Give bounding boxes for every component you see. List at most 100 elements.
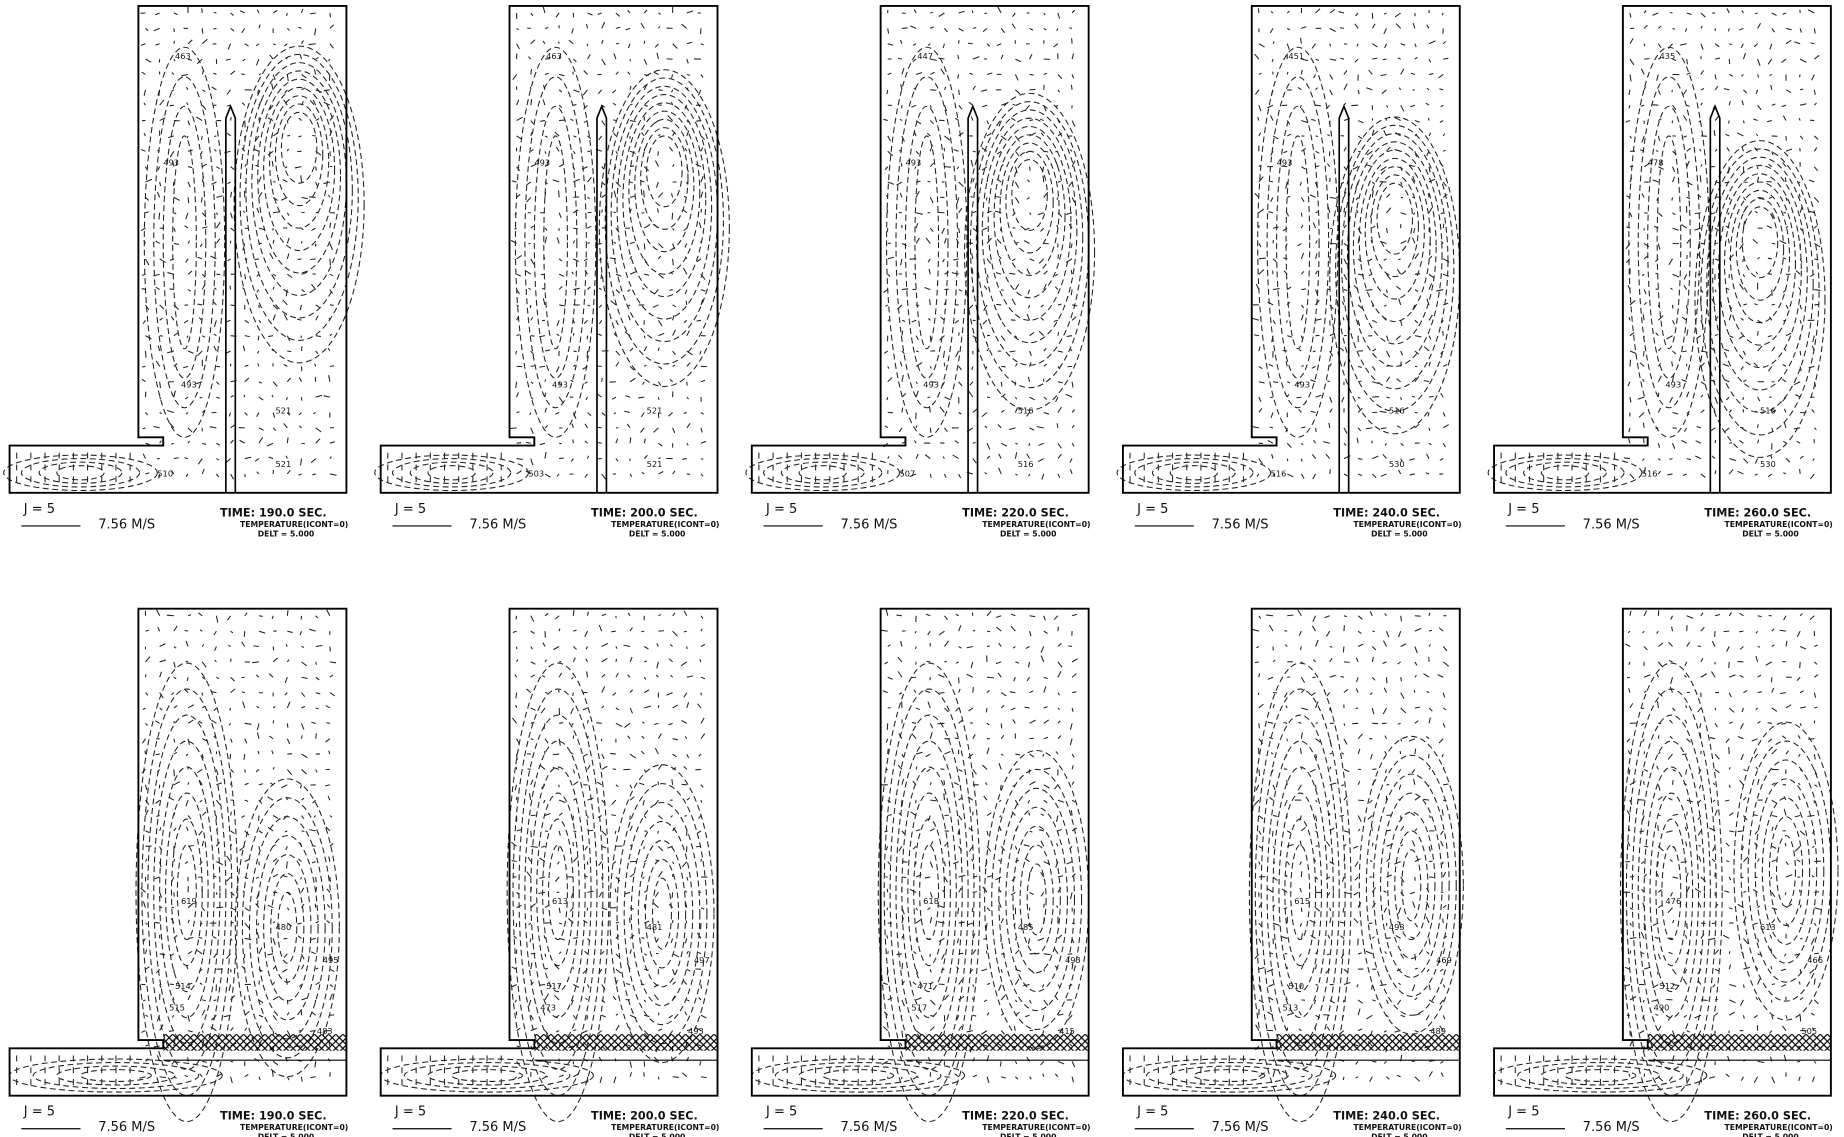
arrow — [1058, 829, 1062, 830]
arrow — [1058, 935, 1062, 938]
arrow — [1030, 362, 1031, 366]
arrow — [571, 708, 574, 714]
arrow — [231, 213, 233, 219]
arrow — [1429, 708, 1432, 711]
arrow — [1041, 892, 1044, 896]
arrow — [615, 888, 616, 892]
arrow — [987, 831, 988, 836]
arrow — [527, 872, 531, 877]
arrow — [1326, 454, 1330, 458]
arrow — [1642, 274, 1644, 276]
arrow — [316, 305, 321, 308]
arrow — [955, 441, 959, 444]
contour-label: 451 — [1288, 51, 1304, 61]
arrow — [1443, 985, 1445, 988]
contour-label: 495 — [323, 955, 339, 965]
arrow — [1798, 783, 1800, 785]
arrow — [959, 208, 962, 213]
arrow — [886, 609, 888, 616]
arrow — [1671, 288, 1673, 290]
arrow — [245, 336, 250, 337]
arrow — [287, 1012, 289, 1015]
arrow — [1799, 118, 1800, 120]
arrow — [284, 954, 287, 958]
geometry-outline — [10, 609, 347, 1096]
arrow — [287, 470, 290, 474]
arrow — [1401, 1015, 1405, 1016]
delt-label: DELT = 5.000 — [258, 530, 315, 539]
arrow — [229, 412, 230, 416]
arrow — [1800, 456, 1803, 458]
arrow — [1701, 395, 1703, 397]
arrow — [930, 732, 932, 738]
arrow — [1799, 194, 1800, 197]
arrow — [259, 437, 263, 443]
arrow — [1015, 363, 1017, 366]
arrow — [973, 57, 980, 59]
arrow — [143, 454, 145, 459]
arrow — [939, 631, 944, 635]
arrow — [644, 954, 647, 955]
contour-label: 490 — [1654, 1003, 1670, 1013]
arrow — [1627, 739, 1630, 742]
arrow — [1443, 224, 1444, 228]
arrow — [1330, 675, 1336, 677]
arrow — [1429, 274, 1434, 278]
arrow — [673, 365, 675, 366]
arrow — [144, 103, 146, 105]
arrow — [573, 72, 574, 75]
arrow — [673, 1077, 679, 1078]
arrow — [673, 982, 676, 985]
arrow — [1742, 708, 1743, 712]
arrow — [1301, 197, 1304, 201]
arrow — [615, 831, 616, 834]
arrow — [1382, 90, 1387, 94]
arrow — [227, 877, 231, 881]
contours — [752, 663, 1089, 1122]
arrow — [1758, 675, 1761, 677]
arrow — [145, 28, 148, 30]
arrow — [1785, 892, 1786, 895]
arrow — [1701, 363, 1705, 366]
arrow — [1427, 952, 1430, 954]
arrow — [1772, 708, 1777, 711]
arrow — [1398, 983, 1400, 984]
arrow — [1000, 1061, 1001, 1066]
arrow — [1300, 841, 1301, 847]
arrow — [198, 459, 202, 465]
arrow — [1316, 640, 1319, 646]
arrow — [1355, 862, 1358, 867]
arrow — [1355, 59, 1358, 62]
contour-label: 521 — [647, 406, 663, 416]
arrow — [655, 161, 658, 167]
arrow — [1715, 259, 1719, 261]
arrow — [301, 197, 307, 198]
arrow — [915, 631, 916, 633]
arrow — [285, 677, 287, 683]
grid-index: J = 5 — [1136, 502, 1168, 517]
arrow — [531, 366, 535, 367]
arrow — [656, 675, 658, 677]
arrow — [616, 439, 618, 444]
arrow — [1344, 969, 1348, 972]
arrow — [1800, 366, 1801, 371]
arrow — [1030, 120, 1033, 121]
contour-label: 503 — [528, 468, 544, 478]
arrow — [1027, 197, 1030, 199]
temperature-label: TEMPERATURE(ICONT=0) — [1353, 520, 1461, 529]
arrow — [141, 1031, 145, 1033]
arrow — [999, 763, 1001, 769]
arrow — [630, 437, 631, 443]
arrow — [616, 723, 622, 726]
arrow — [1713, 783, 1715, 785]
arrow — [297, 923, 301, 924]
arrow — [316, 921, 319, 923]
arrow — [887, 397, 888, 400]
arrow — [654, 903, 659, 908]
arrow — [531, 739, 534, 740]
arrow — [673, 259, 674, 266]
arrow — [959, 28, 964, 31]
arrow — [1044, 800, 1047, 803]
arrow — [1259, 673, 1260, 677]
arrow — [1671, 677, 1673, 684]
